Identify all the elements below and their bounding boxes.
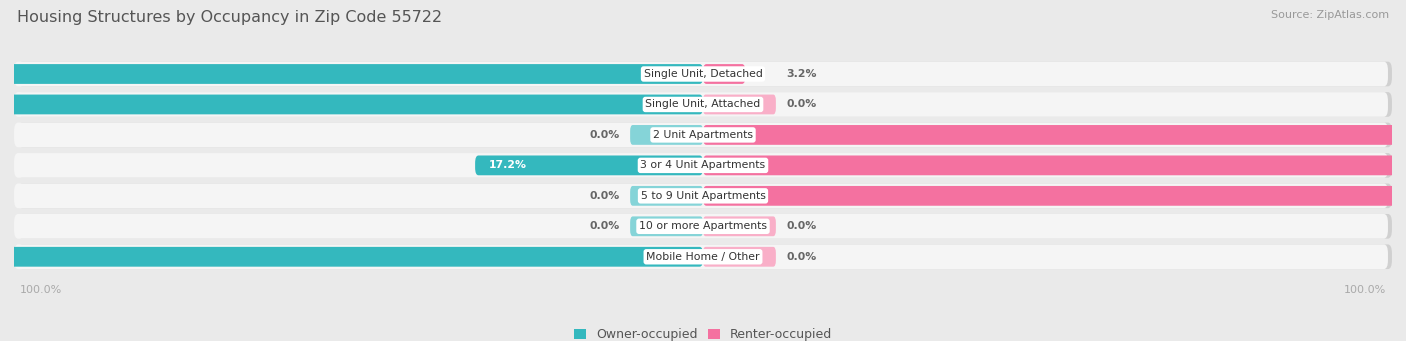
- FancyBboxPatch shape: [703, 247, 776, 267]
- FancyBboxPatch shape: [18, 244, 1392, 269]
- FancyBboxPatch shape: [630, 125, 703, 145]
- FancyBboxPatch shape: [14, 92, 1388, 117]
- Text: 0.0%: 0.0%: [589, 130, 620, 140]
- Text: 3 or 4 Unit Apartments: 3 or 4 Unit Apartments: [641, 160, 765, 170]
- FancyBboxPatch shape: [18, 62, 1392, 86]
- FancyBboxPatch shape: [14, 183, 1388, 208]
- FancyBboxPatch shape: [18, 153, 1392, 178]
- Legend: Owner-occupied, Renter-occupied: Owner-occupied, Renter-occupied: [568, 324, 838, 341]
- Text: Housing Structures by Occupancy in Zip Code 55722: Housing Structures by Occupancy in Zip C…: [17, 10, 441, 25]
- FancyBboxPatch shape: [475, 155, 703, 175]
- FancyBboxPatch shape: [14, 244, 1388, 269]
- FancyBboxPatch shape: [703, 64, 745, 84]
- FancyBboxPatch shape: [18, 122, 1392, 147]
- FancyBboxPatch shape: [703, 125, 1406, 145]
- Text: Single Unit, Detached: Single Unit, Detached: [644, 69, 762, 79]
- Text: 17.2%: 17.2%: [488, 160, 526, 170]
- Text: 10 or more Apartments: 10 or more Apartments: [638, 221, 768, 231]
- FancyBboxPatch shape: [14, 122, 1388, 147]
- FancyBboxPatch shape: [18, 183, 1392, 208]
- Text: 0.0%: 0.0%: [786, 100, 817, 109]
- FancyBboxPatch shape: [630, 186, 703, 206]
- Text: Single Unit, Attached: Single Unit, Attached: [645, 100, 761, 109]
- Text: 5 to 9 Unit Apartments: 5 to 9 Unit Apartments: [641, 191, 765, 201]
- FancyBboxPatch shape: [630, 217, 703, 236]
- FancyBboxPatch shape: [18, 214, 1392, 239]
- FancyBboxPatch shape: [14, 153, 1388, 178]
- FancyBboxPatch shape: [18, 92, 1392, 117]
- Text: 0.0%: 0.0%: [786, 221, 817, 231]
- FancyBboxPatch shape: [703, 186, 1406, 206]
- Text: Mobile Home / Other: Mobile Home / Other: [647, 252, 759, 262]
- FancyBboxPatch shape: [703, 94, 776, 114]
- Text: Source: ZipAtlas.com: Source: ZipAtlas.com: [1271, 10, 1389, 20]
- Text: 0.0%: 0.0%: [786, 252, 817, 262]
- Text: 0.0%: 0.0%: [589, 221, 620, 231]
- Text: 2 Unit Apartments: 2 Unit Apartments: [652, 130, 754, 140]
- FancyBboxPatch shape: [14, 214, 1388, 239]
- Text: 0.0%: 0.0%: [589, 191, 620, 201]
- Text: 3.2%: 3.2%: [786, 69, 817, 79]
- FancyBboxPatch shape: [0, 64, 703, 84]
- FancyBboxPatch shape: [703, 217, 776, 236]
- FancyBboxPatch shape: [0, 94, 703, 114]
- FancyBboxPatch shape: [14, 62, 1388, 86]
- FancyBboxPatch shape: [703, 155, 1406, 175]
- FancyBboxPatch shape: [0, 247, 703, 267]
